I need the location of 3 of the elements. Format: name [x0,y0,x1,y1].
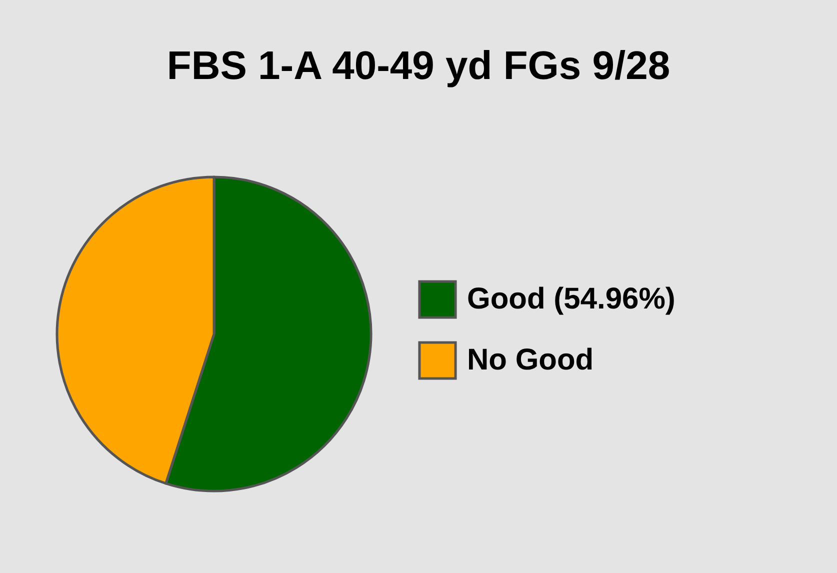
legend-label: Good (54.96%) [467,282,676,316]
chart-title: FBS 1-A 40-49 yd FGs 9/28 [166,44,670,88]
legend-label: No Good [467,344,594,376]
